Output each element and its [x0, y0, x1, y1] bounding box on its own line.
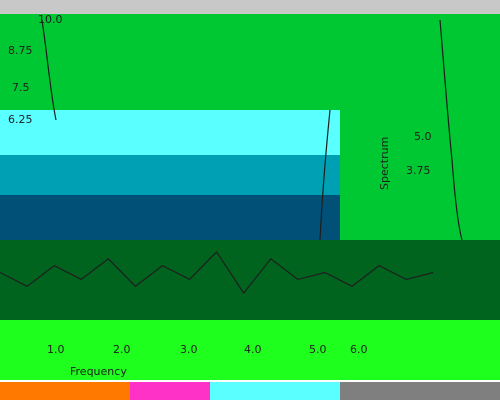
x-tick-label: 3.0: [180, 343, 198, 356]
band-dark-green: [0, 240, 500, 320]
left-tick-label: 6.25: [8, 113, 33, 126]
signal-line: [0, 250, 434, 295]
band-cyan-bottom: [210, 382, 340, 400]
x-tick-label: 5.0: [309, 343, 327, 356]
left-curve: [41, 19, 57, 121]
x-tick-label: 6.0: [350, 343, 368, 356]
band-gray-top: [0, 0, 500, 14]
right-tick-label: 3.75: [406, 164, 431, 177]
band-bright-green: [0, 320, 500, 380]
right-curve: [439, 19, 463, 241]
left-tick-label: 10.0: [38, 13, 63, 26]
band-gray-bottom: [340, 382, 500, 400]
band-orange: [0, 382, 130, 400]
band-right-green: [340, 110, 500, 240]
right-tick-label: 5.0: [414, 130, 432, 143]
middle-curve: [319, 109, 331, 241]
right-axis-label: Spectrum: [378, 136, 391, 190]
band-green-top: [0, 0, 500, 110]
band-navy: [0, 195, 340, 240]
left-tick-label: 8.75: [8, 44, 33, 57]
band-cyan: [0, 110, 340, 155]
x-axis-label: Frequency: [70, 365, 127, 378]
band-teal: [0, 155, 340, 195]
x-tick-label: 2.0: [113, 343, 131, 356]
x-tick-label: 4.0: [244, 343, 262, 356]
x-tick-label: 1.0: [47, 343, 65, 356]
band-magenta: [130, 382, 210, 400]
left-tick-label: 7.5: [12, 81, 30, 94]
